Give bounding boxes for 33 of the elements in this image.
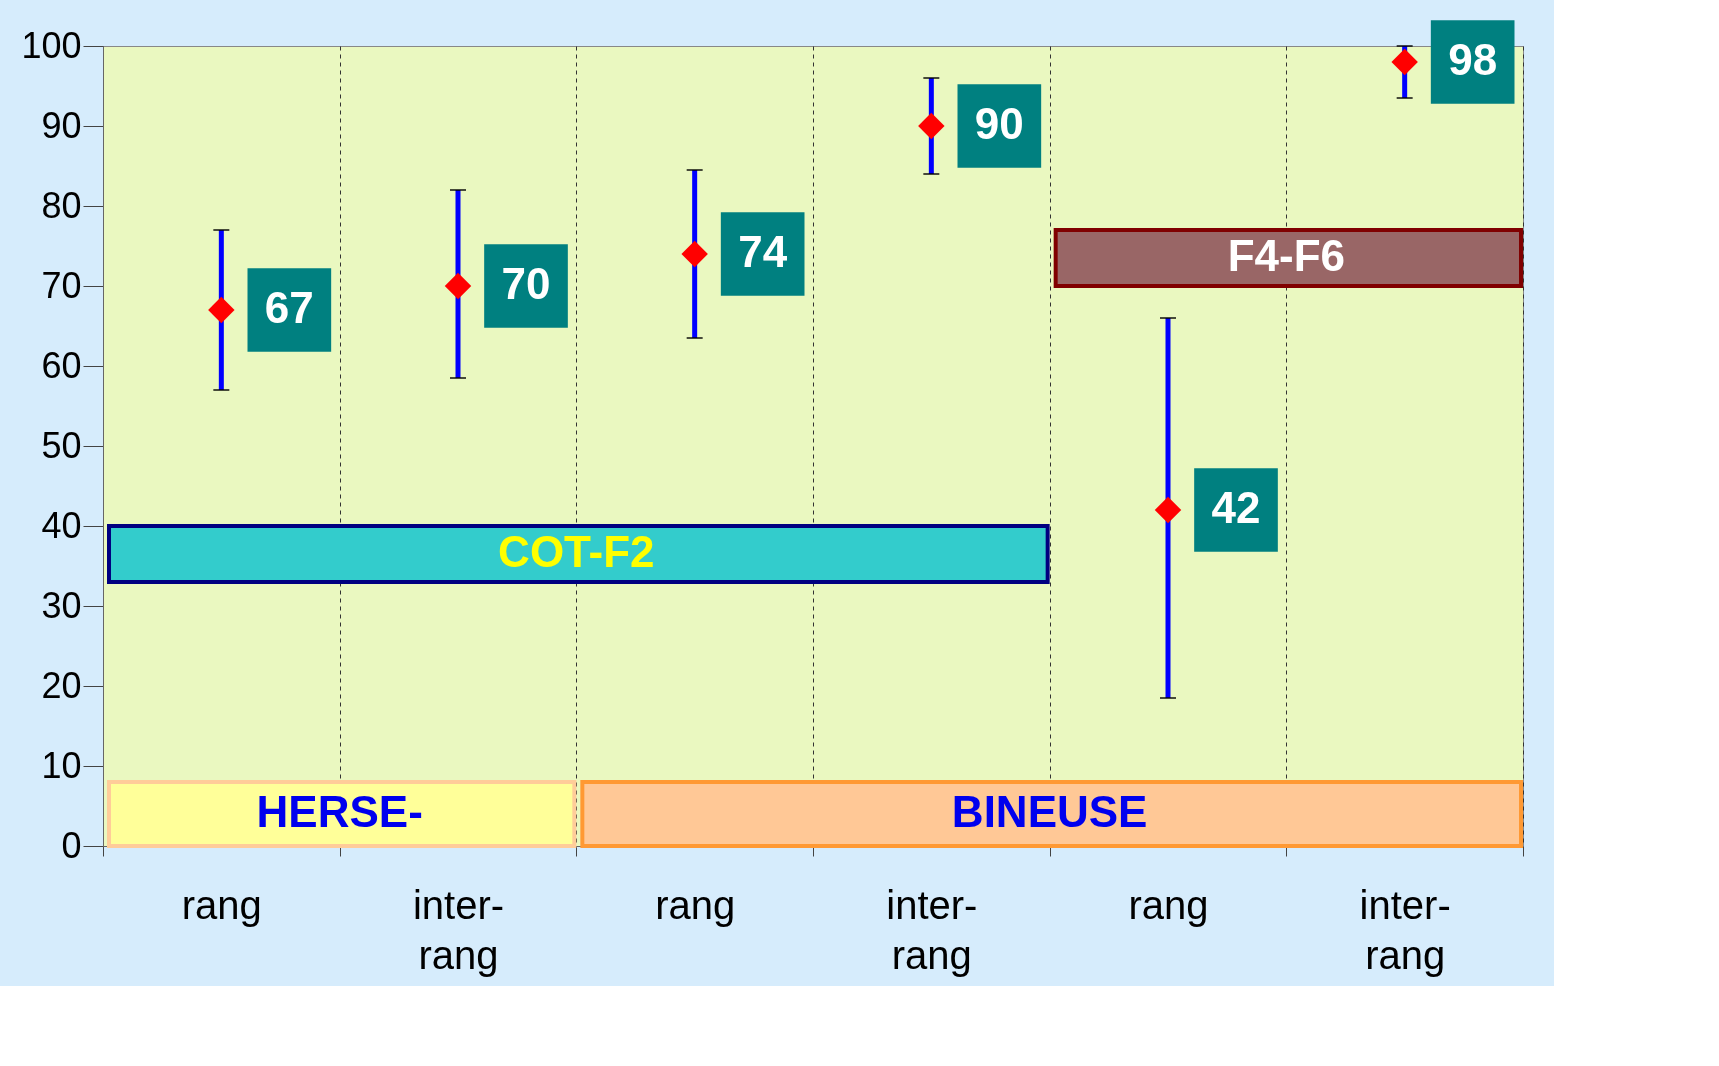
point	[681, 240, 708, 268]
y-tick-label: 10	[41, 744, 82, 786]
point	[1391, 48, 1418, 76]
y-tick-label: 90	[41, 104, 82, 146]
x-tick-label: rang	[1128, 882, 1209, 927]
y-tick-label: 0	[61, 824, 82, 866]
y-tick-label: 80	[41, 184, 82, 226]
data-label: 74	[738, 227, 788, 276]
data-label: 98	[1448, 35, 1498, 84]
y-tick-label: 40	[41, 504, 82, 546]
data-label: 67	[264, 283, 314, 332]
y-tick-label: 70	[41, 264, 82, 306]
band-label: F4-F6	[1227, 231, 1346, 280]
point	[444, 272, 472, 300]
data-label: 70	[501, 259, 551, 308]
y-tick-label: 20	[41, 664, 82, 706]
point	[1154, 496, 1182, 524]
y-tick-label: 60	[41, 344, 82, 386]
data-label: 42	[1211, 483, 1261, 532]
y-tick-label: 100	[21, 24, 82, 66]
band-label: BINEUSE	[951, 787, 1148, 836]
y-tick-label: 50	[41, 424, 82, 466]
x-tick-label: rang	[655, 882, 736, 927]
point	[208, 296, 235, 324]
band-label: COT-F2	[498, 527, 655, 576]
y-tick-label: 30	[41, 584, 82, 626]
x-tick-label: inter- rang	[886, 882, 978, 977]
point	[918, 112, 945, 140]
x-tick-label: inter- rang	[412, 882, 505, 977]
x-tick-label: rang	[181, 882, 262, 927]
x-tick-label: inter- rang	[1359, 882, 1451, 977]
band-label: HERSE-	[256, 787, 423, 836]
data-label: 90	[974, 99, 1024, 148]
